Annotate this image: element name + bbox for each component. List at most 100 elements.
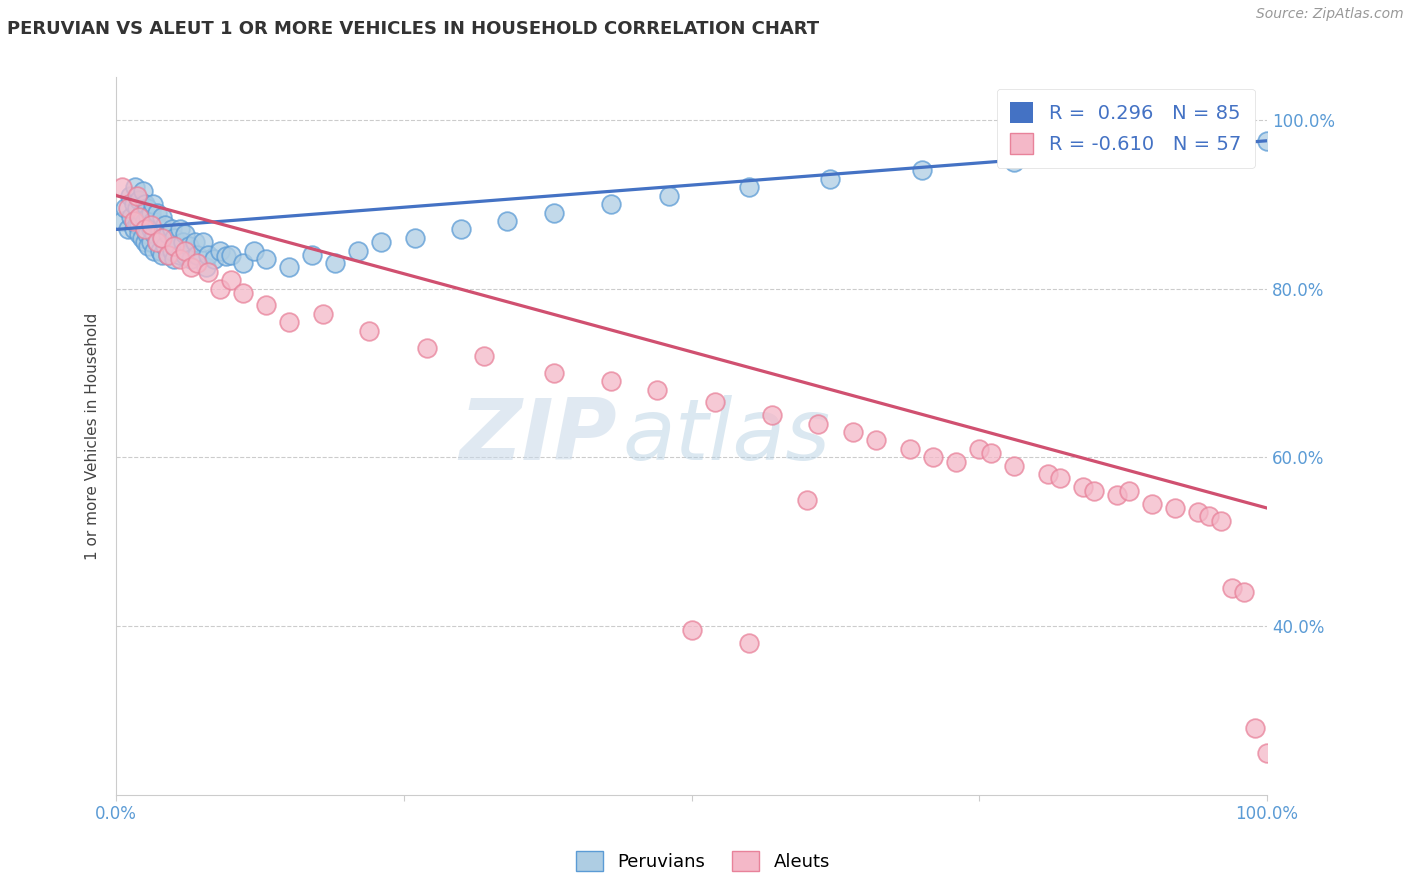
Point xyxy=(128,227,150,241)
Point xyxy=(214,249,236,263)
Point xyxy=(738,180,761,194)
Point xyxy=(174,244,197,258)
Point xyxy=(254,298,277,312)
Point xyxy=(818,171,841,186)
Point xyxy=(128,218,150,232)
Point xyxy=(1107,488,1129,502)
Point xyxy=(169,248,191,262)
Point xyxy=(165,239,187,253)
Point xyxy=(157,227,180,241)
Point xyxy=(163,239,186,253)
Point xyxy=(496,214,519,228)
Point xyxy=(134,214,156,228)
Point xyxy=(180,260,202,275)
Point xyxy=(128,210,150,224)
Text: atlas: atlas xyxy=(623,395,831,478)
Point xyxy=(150,210,173,224)
Point xyxy=(347,244,370,258)
Point xyxy=(796,492,818,507)
Point xyxy=(177,239,200,253)
Point xyxy=(169,222,191,236)
Point xyxy=(323,256,346,270)
Point xyxy=(254,252,277,266)
Point xyxy=(600,375,623,389)
Point xyxy=(738,636,761,650)
Point xyxy=(136,227,159,241)
Point xyxy=(160,222,183,236)
Text: PERUVIAN VS ALEUT 1 OR MORE VEHICLES IN HOUSEHOLD CORRELATION CHART: PERUVIAN VS ALEUT 1 OR MORE VEHICLES IN … xyxy=(7,20,820,37)
Point xyxy=(1209,514,1232,528)
Point xyxy=(145,218,167,232)
Point xyxy=(122,214,145,228)
Point xyxy=(195,260,218,275)
Point xyxy=(359,324,381,338)
Point xyxy=(243,244,266,258)
Point xyxy=(1083,484,1105,499)
Point xyxy=(172,235,194,249)
Point xyxy=(139,205,162,219)
Point xyxy=(143,227,166,241)
Point xyxy=(232,285,254,300)
Point xyxy=(1244,721,1267,735)
Point xyxy=(124,180,146,194)
Point xyxy=(1198,509,1220,524)
Point xyxy=(143,244,166,258)
Point xyxy=(911,163,934,178)
Point xyxy=(1164,138,1187,153)
Point xyxy=(865,434,887,448)
Point xyxy=(131,205,153,219)
Point xyxy=(658,188,681,202)
Point xyxy=(145,235,167,249)
Point xyxy=(1118,484,1140,499)
Point xyxy=(169,252,191,266)
Point xyxy=(150,248,173,262)
Point xyxy=(111,214,134,228)
Point xyxy=(157,248,180,262)
Point xyxy=(157,248,180,262)
Point xyxy=(945,454,967,468)
Point xyxy=(174,248,197,262)
Point xyxy=(474,349,496,363)
Point xyxy=(150,231,173,245)
Point xyxy=(174,227,197,241)
Y-axis label: 1 or more Vehicles in Household: 1 or more Vehicles in Household xyxy=(86,312,100,560)
Point xyxy=(1002,458,1025,473)
Legend: Peruvians, Aleuts: Peruvians, Aleuts xyxy=(568,844,838,879)
Point xyxy=(145,205,167,219)
Point xyxy=(208,244,231,258)
Text: ZIP: ZIP xyxy=(460,395,617,478)
Point xyxy=(149,222,172,236)
Point xyxy=(681,624,703,638)
Point xyxy=(208,281,231,295)
Point xyxy=(134,222,156,236)
Point xyxy=(197,265,219,279)
Point xyxy=(138,239,160,253)
Point xyxy=(1140,497,1163,511)
Point xyxy=(120,188,142,202)
Point xyxy=(142,197,165,211)
Point xyxy=(136,202,159,216)
Point xyxy=(404,231,426,245)
Point xyxy=(122,222,145,236)
Point xyxy=(1164,501,1187,516)
Text: Source: ZipAtlas.com: Source: ZipAtlas.com xyxy=(1256,7,1403,21)
Point xyxy=(131,231,153,245)
Point xyxy=(1038,467,1060,482)
Point xyxy=(128,193,150,207)
Point xyxy=(125,202,148,216)
Point xyxy=(221,273,243,287)
Point xyxy=(277,315,299,329)
Point xyxy=(153,239,176,253)
Legend: R =  0.296   N = 85, R = -0.610   N = 57: R = 0.296 N = 85, R = -0.610 N = 57 xyxy=(997,88,1256,168)
Point xyxy=(139,222,162,236)
Point xyxy=(134,197,156,211)
Point xyxy=(125,218,148,232)
Point xyxy=(117,202,139,216)
Point xyxy=(117,222,139,236)
Point xyxy=(134,222,156,236)
Point xyxy=(186,256,208,270)
Point xyxy=(114,202,136,216)
Point xyxy=(416,341,439,355)
Point xyxy=(645,383,668,397)
Point xyxy=(232,256,254,270)
